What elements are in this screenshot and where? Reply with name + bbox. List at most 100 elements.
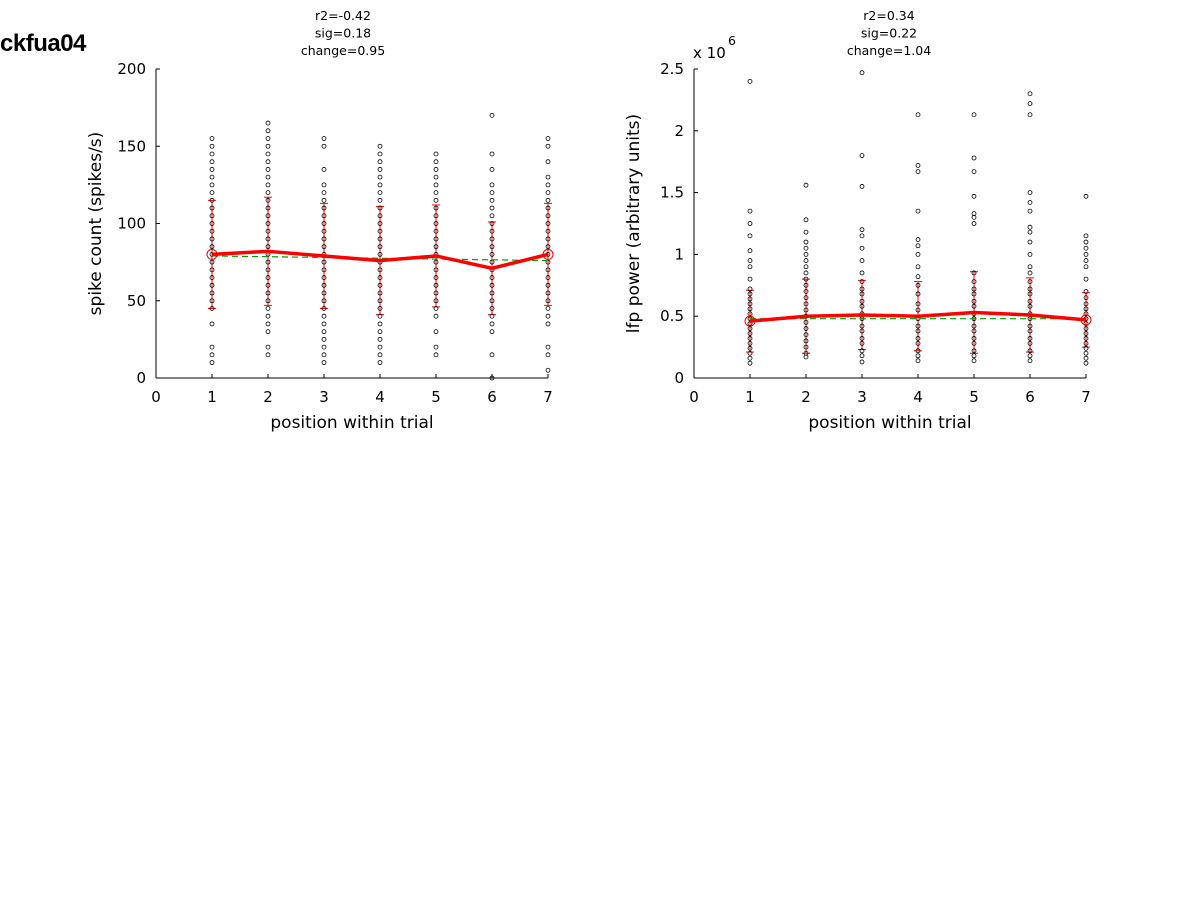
data-point: [209, 151, 215, 157]
data-point: [915, 163, 921, 168]
data-point: [377, 329, 383, 335]
data-point: [489, 197, 495, 203]
data-point: [377, 251, 383, 257]
data-point: [433, 282, 439, 288]
data-point: [545, 236, 551, 242]
data-point: [545, 352, 551, 358]
data-point: [377, 336, 383, 342]
data-point: [859, 153, 865, 158]
data-point: [209, 298, 215, 304]
data-point: [265, 267, 271, 273]
data-point: [803, 326, 809, 331]
data-point: [377, 197, 383, 203]
x-axis-label: position within trial: [808, 413, 971, 433]
y-tick-label: 0: [136, 369, 146, 387]
data-point: [433, 205, 439, 211]
exponent-label: x 10: [693, 44, 726, 62]
data-point: [433, 174, 439, 180]
x-tick-label: 4: [375, 388, 385, 406]
data-point: [803, 258, 809, 263]
x-tick-label: 5: [431, 388, 441, 406]
data-point: [1027, 328, 1033, 334]
data-point: [971, 298, 977, 304]
data-point: [803, 217, 809, 223]
data-point: [859, 227, 865, 233]
data-point: [971, 221, 977, 226]
x-tick-label: 6: [1025, 388, 1035, 406]
data-point: [1027, 323, 1033, 329]
data-point: [265, 190, 271, 196]
data-point: [321, 228, 327, 234]
data-point: [545, 290, 551, 296]
x-tick-label: 2: [263, 388, 273, 406]
data-point: [1083, 239, 1089, 245]
data-point: [209, 213, 215, 219]
data-point: [489, 182, 495, 188]
data-point: [265, 159, 271, 165]
data-point: [747, 258, 753, 263]
data-point: [377, 182, 383, 188]
data-point: [265, 182, 271, 188]
data-point: [489, 221, 495, 226]
data-point: [1083, 326, 1089, 331]
data-point: [265, 205, 271, 211]
data-point: [321, 244, 327, 250]
data-point: [1083, 289, 1089, 294]
stat-line: change=0.95: [301, 43, 385, 58]
y-tick-label: 0: [674, 369, 684, 387]
data-point: [859, 328, 865, 334]
data-point: [489, 313, 495, 319]
data-point: [265, 120, 271, 126]
data-point: [321, 236, 327, 242]
data-point: [377, 360, 383, 365]
data-point: [971, 303, 977, 309]
data-point: [265, 244, 271, 250]
data-point: [433, 213, 439, 219]
data-point: [377, 313, 383, 319]
data-point: [433, 159, 439, 165]
data-point: [265, 313, 271, 319]
data-point: [545, 205, 551, 211]
data-point: [971, 286, 977, 292]
data-point: [265, 282, 271, 288]
data-point: [971, 155, 977, 161]
data-point: [433, 290, 439, 296]
data-point: [915, 282, 921, 288]
data-point: [1027, 229, 1033, 235]
data-point: [321, 221, 327, 226]
data-point: [803, 295, 809, 301]
x-tick-label: 5: [969, 388, 979, 406]
data-point: [209, 352, 215, 358]
data-point: [321, 344, 327, 350]
data-point: [265, 143, 271, 149]
data-point: [859, 258, 865, 263]
data-point: [859, 336, 865, 341]
data-point: [1027, 264, 1033, 270]
data-point: [971, 193, 977, 199]
data-point: [545, 298, 551, 304]
data-point: [377, 275, 383, 280]
data-point: [433, 228, 439, 234]
x-tick-label: 3: [319, 388, 329, 406]
data-point: [433, 313, 439, 319]
data-point: [1027, 200, 1033, 205]
data-point: [1027, 270, 1033, 276]
data-point: [377, 174, 383, 180]
data-point: [265, 221, 271, 226]
data-point: [265, 352, 271, 358]
data-point: [971, 169, 977, 174]
data-point: [321, 321, 327, 327]
data-point: [971, 270, 977, 276]
data-point: [321, 213, 327, 219]
data-point: [859, 270, 865, 276]
data-point: [915, 264, 921, 270]
data-point: [971, 336, 977, 341]
data-point: [1083, 340, 1089, 346]
data-point: [971, 353, 977, 359]
data-point: [209, 259, 215, 265]
data-point: [1083, 336, 1089, 341]
data-point: [265, 151, 271, 157]
x-tick-label: 2: [801, 388, 811, 406]
stat-line: r2=0.34: [863, 8, 914, 23]
data-point: [489, 282, 495, 288]
